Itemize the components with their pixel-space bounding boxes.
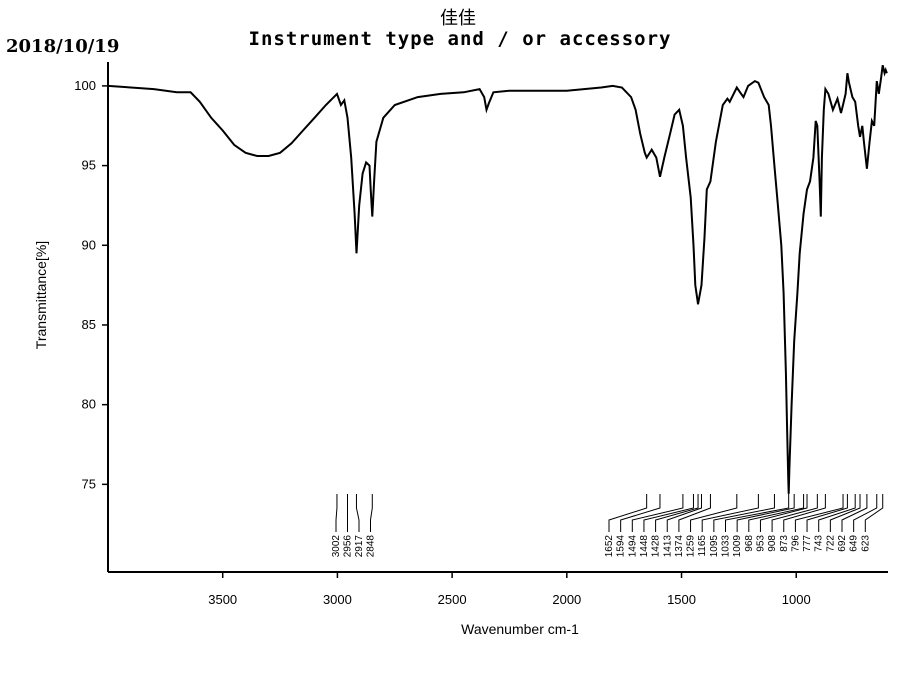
peak-label: 1652	[604, 535, 615, 558]
peak-marker-line	[355, 494, 360, 532]
peak-marker-line	[370, 494, 373, 532]
peak-label: 968	[744, 535, 755, 552]
peak-label: 692	[837, 535, 848, 552]
y-tick-label: 95	[82, 158, 96, 173]
peak-label: 649	[849, 535, 860, 552]
peak-marker-line	[806, 494, 848, 532]
peak-marker-line	[771, 494, 818, 532]
peak-label: 1165	[697, 535, 708, 557]
y-tick-label: 100	[74, 78, 96, 93]
x-tick-label: 2000	[552, 592, 581, 607]
peak-marker-line	[666, 494, 702, 532]
peak-label: 796	[790, 535, 801, 552]
peak-marker-line	[748, 494, 805, 532]
instrument-title: Instrument type and / or accessory	[248, 28, 672, 50]
peak-marker-line	[701, 494, 759, 532]
peak-label: 1448	[639, 535, 650, 558]
x-tick-label: 3500	[208, 592, 237, 607]
peak-label: 1494	[627, 535, 638, 558]
peak-marker-line	[725, 494, 790, 532]
sample-name: 佳佳	[440, 8, 476, 29]
peak-marker-line	[631, 494, 684, 532]
peak-label: 623	[860, 535, 871, 552]
peak-marker-line	[759, 494, 808, 532]
peak-marker-line	[608, 494, 648, 532]
peak-label: 743	[814, 535, 825, 552]
peak-marker-line	[794, 494, 844, 532]
peak-markers: 3002 2956 2917 2848 1652 1594 1494 1448 1428 1413…	[331, 494, 884, 558]
peak-marker-line	[713, 494, 775, 532]
peak-label: 1259	[686, 535, 697, 558]
peak-marker-line	[853, 494, 878, 532]
axes	[107, 62, 888, 573]
peak-marker-line	[690, 494, 738, 532]
peak-label: 2956	[343, 535, 354, 558]
x-tick-label: 2500	[438, 592, 467, 607]
peak-label: 873	[779, 535, 790, 552]
y-tick-label: 80	[82, 397, 96, 412]
x-axis-label: Wavenumber cm-1	[461, 621, 579, 637]
y-tick-label: 85	[82, 317, 96, 332]
peak-label: 1009	[732, 535, 743, 558]
peak-label: 1594	[616, 535, 627, 558]
peak-marker-line	[736, 494, 795, 532]
peak-label: 2848	[366, 535, 377, 558]
peak-marker-line	[864, 494, 884, 532]
peak-marker-line	[678, 494, 711, 532]
peak-label: 1413	[662, 535, 673, 558]
peak-marker-line	[335, 494, 338, 532]
peak-label: 1428	[651, 535, 662, 558]
date-label: 2018/10/19	[6, 36, 120, 57]
peak-marker-line	[655, 494, 699, 532]
y-ticks: 75 80 85 90 95 100	[74, 78, 108, 491]
peak-label: 953	[755, 535, 766, 552]
peak-marker-line	[841, 494, 868, 532]
peak-label: 777	[802, 535, 813, 552]
peak-marker-line	[818, 494, 856, 532]
peak-marker-line	[829, 494, 861, 532]
x-tick-label: 1000	[782, 592, 811, 607]
peak-marker-line	[643, 494, 694, 532]
x-tick-label: 3000	[323, 592, 352, 607]
spectrum-line	[107, 64, 888, 494]
y-tick-label: 75	[82, 476, 96, 491]
peak-label: 1374	[674, 535, 685, 558]
y-axis-label: Transmittance[%]	[33, 241, 49, 349]
peak-label: 1033	[721, 535, 732, 558]
peak-marker-line	[620, 494, 661, 532]
peak-label: 2917	[354, 535, 365, 558]
peak-label: 1095	[709, 535, 720, 558]
peak-label: 722	[825, 535, 836, 552]
y-tick-label: 90	[82, 237, 96, 252]
peak-label: 908	[767, 535, 778, 552]
peak-label: 3002	[331, 535, 342, 558]
x-tick-label: 1500	[667, 592, 696, 607]
peak-marker-line	[783, 494, 826, 532]
x-ticks: 3500 3000 2500 2000 1500 1000	[208, 572, 811, 607]
